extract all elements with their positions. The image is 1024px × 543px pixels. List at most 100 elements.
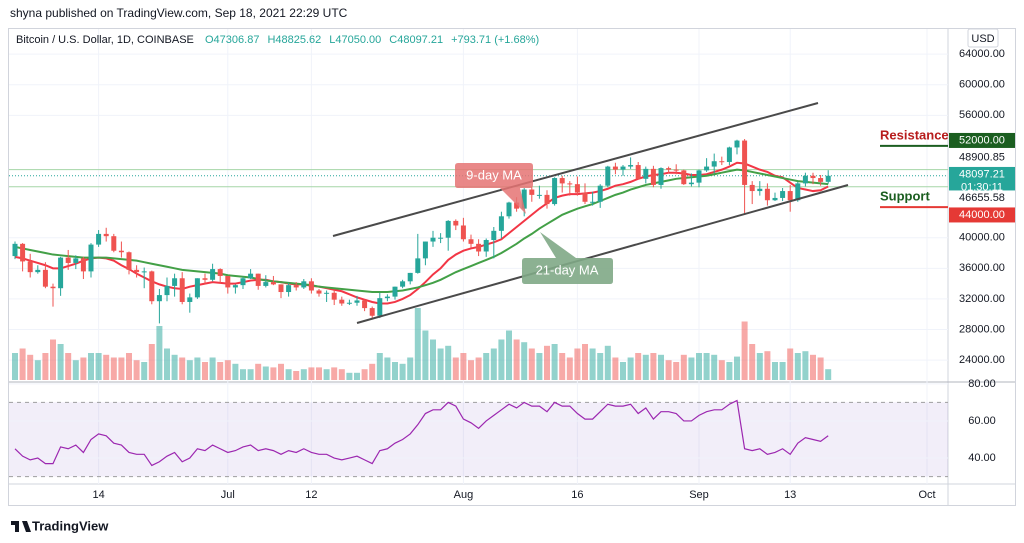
volume-bar	[12, 353, 18, 380]
candle-body	[802, 175, 808, 184]
candle-body	[35, 269, 41, 273]
candle-body	[468, 239, 474, 244]
volume-bar	[665, 360, 672, 380]
volume-bar	[224, 360, 231, 380]
volume-bar	[475, 357, 482, 380]
volume-bar	[718, 360, 725, 380]
volume-bar	[627, 357, 634, 380]
level-label: Resistance	[880, 127, 949, 142]
candle-body	[179, 278, 185, 302]
x-tick-label: Aug	[454, 489, 474, 501]
volume-bar	[490, 348, 497, 380]
candle-body	[491, 230, 497, 241]
volume-bar	[506, 330, 512, 380]
candle-body	[430, 237, 436, 242]
price-tag-label: 52000.00	[959, 134, 1005, 146]
candle-body	[149, 271, 155, 302]
volume-bar	[65, 353, 72, 380]
candle-body	[384, 296, 390, 299]
candle-body	[536, 194, 542, 196]
candle-body	[476, 243, 482, 252]
candle-body	[514, 202, 520, 209]
frame	[8, 28, 1016, 506]
volume-bar	[19, 348, 26, 380]
volume-bar	[255, 363, 262, 380]
ohlc-legend: O47306.87 H48825.62 L47050.00 C48097.21 +793…	[205, 34, 539, 46]
candle-body	[286, 285, 292, 293]
candle-body	[194, 278, 200, 298]
volume-bar	[574, 348, 581, 380]
x-tick-label: Sep	[689, 489, 709, 501]
volume-bar	[171, 354, 178, 380]
x-tick-label: 16	[571, 489, 583, 501]
candle-body	[597, 185, 603, 202]
volume-bar	[673, 362, 680, 380]
candle-body	[134, 269, 140, 273]
candle-body	[27, 261, 33, 273]
candle-body	[339, 299, 345, 304]
candle-body	[483, 240, 489, 252]
volume-bar	[262, 366, 269, 380]
volume-bar	[118, 357, 125, 380]
candle-body	[50, 286, 56, 289]
candle-body	[688, 182, 694, 185]
volume-bar	[346, 372, 353, 380]
candle-body	[255, 273, 261, 286]
ma21-callout: 21-day MA	[522, 232, 613, 284]
level-label: Support	[880, 189, 930, 204]
candle-body	[141, 271, 147, 273]
y-tick-label: 60000.00	[959, 79, 1005, 91]
volume-bar	[95, 353, 102, 380]
volume-bar	[787, 348, 794, 380]
candle-body	[202, 278, 208, 280]
volume-bar	[749, 344, 756, 380]
candle-body	[529, 189, 535, 195]
callout-label: 9-day MA	[466, 167, 522, 182]
candle-body	[810, 175, 816, 179]
price-tag	[949, 166, 1015, 195]
volume-bar	[460, 353, 467, 380]
y-tick-label: 32000.00	[959, 293, 1005, 305]
candle-body	[316, 290, 322, 294]
candle-body	[20, 243, 26, 262]
candle-body	[103, 233, 109, 237]
candle-body	[719, 161, 725, 163]
volume-bar	[34, 360, 41, 380]
layers: 64000.00 60000.00 56000.00 40000.00 36000.00…	[9, 29, 1015, 501]
y-tick-label: 64000.00	[959, 48, 1005, 60]
candle-body	[574, 184, 580, 193]
volume-bar	[399, 363, 406, 380]
volume-bar	[658, 354, 664, 380]
rsi-tick-label: 80.00	[968, 378, 996, 390]
ohlc-value: C48097.21	[389, 34, 443, 46]
volume-bar	[604, 345, 611, 380]
volume-bar	[285, 369, 292, 380]
volume-bar	[559, 353, 566, 380]
candle-body	[673, 169, 679, 171]
callout-box	[522, 232, 613, 284]
volume-bar	[414, 308, 421, 380]
candle-body	[73, 258, 79, 263]
candle-body	[445, 220, 451, 238]
volume-bar	[148, 344, 155, 380]
volume-bar	[536, 353, 543, 380]
candle-body	[422, 241, 428, 259]
candle-body	[658, 168, 664, 185]
candle-body	[506, 202, 512, 217]
candle-body	[42, 269, 48, 287]
candle-body	[666, 168, 672, 170]
candle-body	[172, 278, 178, 286]
volume-bar	[202, 362, 208, 380]
volume-bar	[794, 353, 801, 380]
candle-body	[643, 168, 649, 179]
volume-bar	[110, 357, 117, 380]
candle-body	[704, 166, 710, 171]
candle-body	[552, 178, 558, 205]
candle-body	[605, 166, 611, 186]
volume-bar	[437, 348, 444, 380]
candle-body	[346, 302, 352, 304]
candle-body	[80, 258, 86, 272]
candle-body	[681, 170, 687, 185]
candle-body	[293, 285, 299, 288]
